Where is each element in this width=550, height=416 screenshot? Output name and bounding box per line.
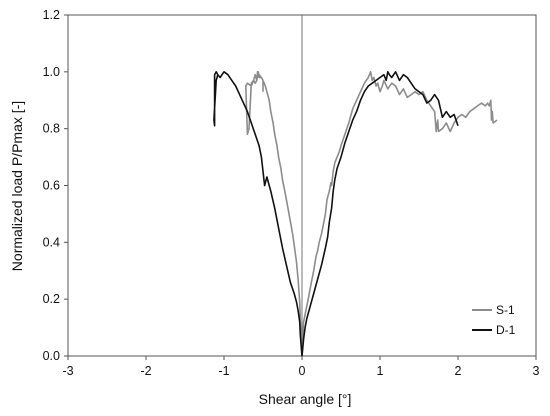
y-tick-label: 1.2 (43, 8, 60, 22)
y-tick-label: 0.8 (43, 122, 60, 136)
y-axis-title: Normalized load P/Pmax [-] (9, 101, 25, 271)
x-tick-label: -2 (140, 364, 151, 378)
x-tick-label: -3 (62, 364, 73, 378)
x-axis-ticks: -3 -2 -1 0 1 2 3 (62, 356, 540, 378)
legend-box (462, 294, 534, 344)
x-tick-label: 2 (455, 364, 462, 378)
y-tick-label: 0.4 (43, 235, 60, 249)
x-tick-label: -1 (218, 364, 229, 378)
y-tick-label: 1.0 (43, 65, 60, 79)
legend-label-s1: S-1 (496, 303, 515, 317)
x-tick-label: 3 (533, 364, 540, 378)
y-axis-ticks: 0.0 0.2 0.4 0.6 0.8 1.0 1.2 (43, 8, 68, 363)
series-layer (213, 71, 498, 357)
y-tick-label: 0.0 (43, 349, 60, 363)
x-tick-label: 0 (299, 364, 306, 378)
legend: S-1 D-1 (462, 294, 534, 344)
y-tick-label: 0.6 (43, 179, 60, 193)
series-line-s1 (245, 71, 498, 357)
y-tick-label: 0.2 (43, 292, 60, 306)
x-tick-label: 1 (377, 364, 384, 378)
series-line-d1 (213, 71, 459, 357)
legend-label-d1: D-1 (496, 323, 516, 337)
x-axis-title: Shear angle [°] (259, 391, 352, 407)
